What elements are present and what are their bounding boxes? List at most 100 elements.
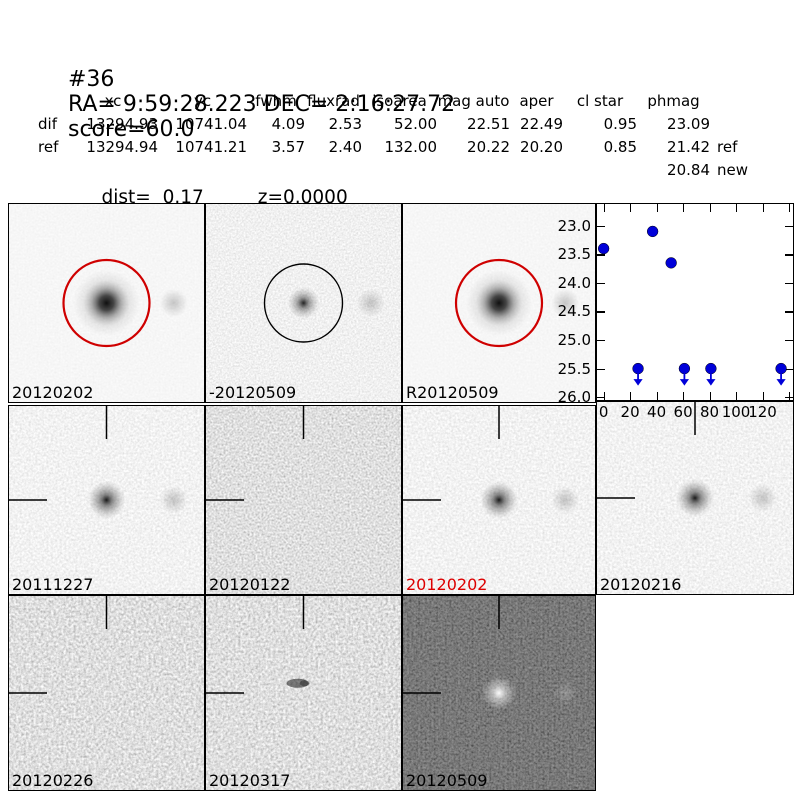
column-header [38,90,68,113]
table-cell: 23.09 [667,115,710,133]
dist-value: dist= 0.17 [101,187,204,208]
candidate-id: #36 [67,67,115,92]
table-cell: 10741.21 [175,138,247,156]
table-cell: 2.40 [328,138,362,156]
cutout-panel: 20120202 [402,405,596,595]
column-header: yc [193,92,212,110]
cutout-panel: 20120226 [8,595,205,791]
x-tick [709,392,711,400]
upper-limit-arrowhead [776,379,786,386]
table-cell: 2.53 [328,115,362,133]
column-header: cl star [576,92,624,110]
table-cell: 13294.93 [86,115,158,133]
x-tick [789,204,791,212]
upper-limit-marker [632,362,644,375]
y-tick-label: 25.0 [557,331,591,349]
row-suffix: new [717,161,749,179]
table-cell: 10741.04 [175,115,247,133]
cutout-panel: -20120509 [205,203,402,403]
x-tick [736,392,738,400]
lightcurve-plot: 0 20 40 60 80 100 120 23.0 23.5 24.0 24.5 25.0 25.5 2… [558,203,794,421]
detection-point [597,242,610,255]
row-suffix [710,113,767,136]
column-header: fwhm [255,92,297,110]
aperture-circle-red [454,258,544,348]
aperture-circle-red [62,258,151,348]
column-header: isoarea [372,92,427,110]
candidate-score: score=60.0 [67,117,195,142]
table-cell [362,159,437,182]
x-tick-label: 60 [673,403,693,421]
y-tick [597,340,605,342]
table-cell: 4.09 [271,115,305,133]
x-tick [683,204,685,212]
cutout-epoch-label: 20120317 [209,771,291,790]
table-header-row: xc yc fwhm fluxrad isoarea mag auto aper cl sta… [38,90,767,113]
x-tick [603,204,605,212]
y-tick-label: 24.0 [557,273,591,292]
y-tick [597,368,605,370]
y-tick [785,311,793,313]
y-tick [597,282,605,285]
column-header: fluxrad [307,92,360,110]
x-tick [683,392,685,400]
y-tick [785,340,793,342]
y-tick-label: 24.5 [557,302,591,321]
upper-limit-marker [678,362,691,375]
cutout-panel: R20120509 [402,203,596,403]
cutout-panel: 20120317 [205,595,402,791]
y-tick [785,368,793,370]
cutout-panel: 20120202 [8,203,205,403]
row-label: ref [38,138,59,156]
y-tick-label: 26.0 [557,388,591,407]
y-tick-label: 23.0 [557,216,591,235]
x-tick [656,392,658,400]
y-tick [785,282,793,285]
table-cell: 3.57 [271,138,305,156]
detection-point [665,257,677,269]
cutout-epoch-label: 20120202 [406,575,488,594]
detection-point [646,225,659,238]
x-tick-label: 20 [620,403,640,421]
column-header: xc [104,92,122,110]
table-cell: 22.51 [467,115,510,133]
upper-limit-arrowhead [706,379,716,386]
table-row: 20.84 new [38,159,767,182]
cutout-panel: 20120216 [596,401,794,595]
cutout-epoch-label: 20111227 [12,575,94,594]
y-tick [785,254,793,256]
x-tick-label: 100 [721,403,751,421]
cutout-epoch-label: R20120509 [406,383,499,402]
candidate-coordinates: RA= 9:59:28.223 DEC= 2:16:27.72 [67,92,456,117]
cutout-panel: 20120509 [402,595,596,791]
table-cell: 132.00 [384,138,438,156]
x-tick-label: 120 [748,403,777,421]
cutout-epoch-label: -20120509 [209,383,297,402]
table-cell: 13294.94 [86,138,158,156]
upper-limit-marker [705,362,717,375]
page-title: #36 RA= 9:59:28.223 DEC= 2:16:27.72 scor… [40,42,495,167]
y-tick-label: 25.5 [557,359,591,378]
photometry-table: xc yc fwhm fluxrad isoarea mag auto aper cl sta… [38,90,767,182]
x-tick [789,392,791,400]
upper-limit-arrowhead [679,379,690,386]
x-tick [709,204,711,212]
cutout-epoch-label: 20120509 [406,771,488,790]
column-header: mag auto [437,92,510,110]
table-cell [563,159,637,182]
y-tick [597,311,605,313]
x-tick [630,392,632,400]
table-cell: 20.20 [520,138,563,156]
cutout-panel: 20111227 [8,405,205,595]
y-tick-label: 23.5 [557,245,591,264]
cutout-epoch-label: 20120202 [12,383,94,402]
table-cell: 22.49 [520,115,563,133]
aperture-circle-black [263,263,344,343]
column-header: aper [519,92,554,110]
table-cell [437,159,510,182]
x-tick [736,204,738,212]
table-cell: 0.85 [603,138,637,156]
x-tick [656,204,658,212]
table-cell [510,159,563,182]
